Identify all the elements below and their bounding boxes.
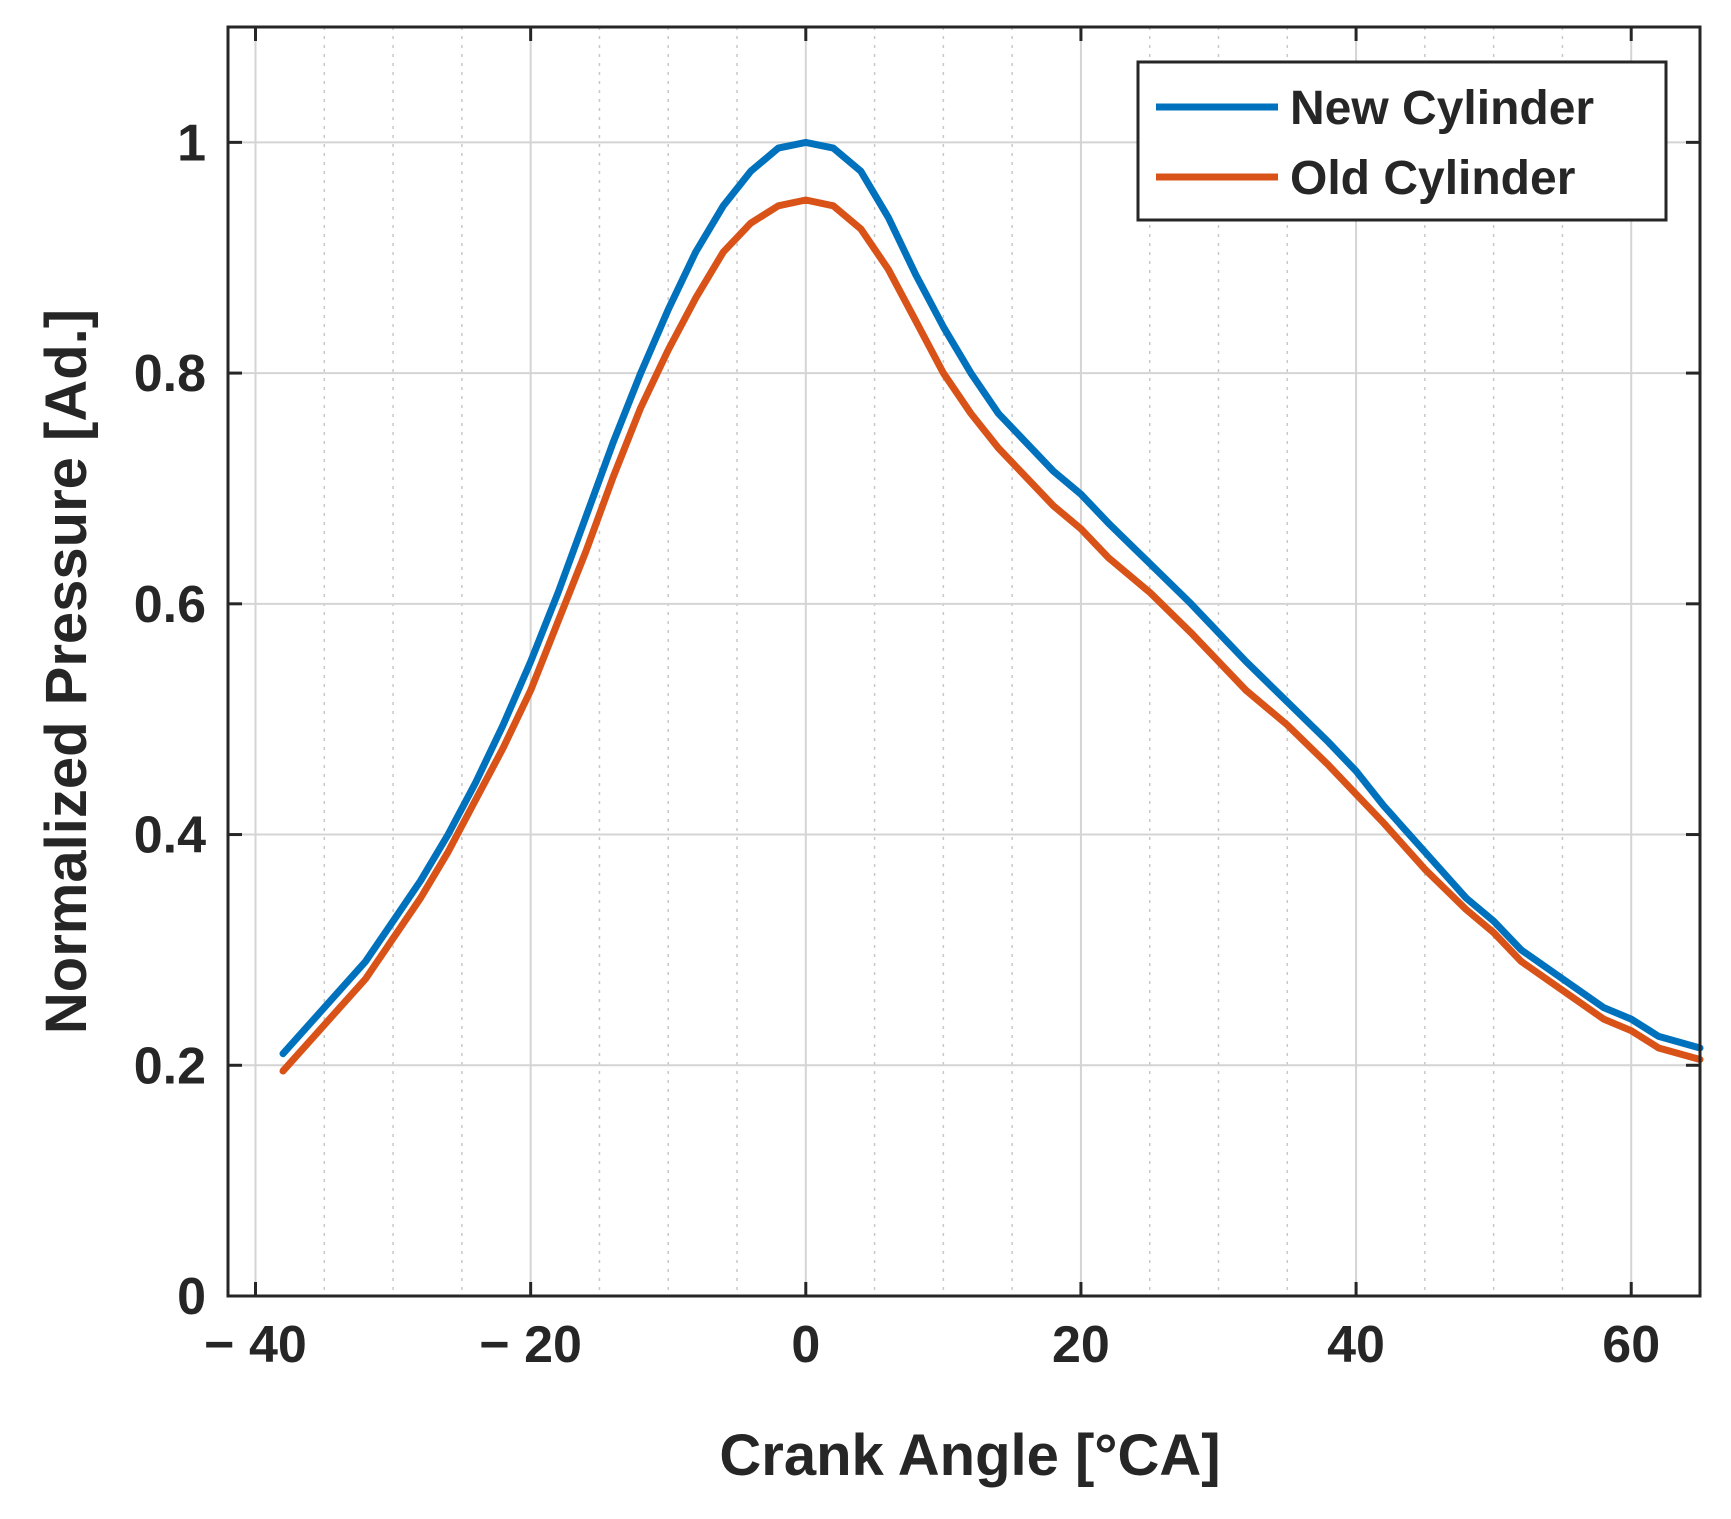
- series-line-new-cylinder: [279, 138, 1704, 1058]
- y-tick-label: 0.8: [134, 345, 206, 403]
- y-tick-label: 0: [177, 1268, 206, 1326]
- legend-box: [1136, 60, 1668, 222]
- y-axis-label: Normalized Pressure [Ad.]: [34, 309, 99, 1034]
- x-tick-label: − 40: [204, 1316, 307, 1374]
- series-line-old-cylinder: [279, 196, 1704, 1075]
- x-axis-label: Crank Angle [°CA]: [719, 1423, 1220, 1488]
- axes-box: [226, 25, 1702, 1298]
- legend: New Cylinder Old Cylinder: [1136, 60, 1668, 222]
- y-tick-label: 0.6: [134, 576, 206, 634]
- x-tick-label: − 20: [479, 1316, 582, 1374]
- x-tick-label: 40: [1327, 1316, 1385, 1374]
- legend-label: New Cylinder: [1290, 82, 1594, 135]
- legend-label: Old Cylinder: [1290, 152, 1575, 205]
- axes-frame: [226, 25, 1702, 1298]
- y-tick-label: 1: [177, 114, 206, 172]
- x-tick-label: 20: [1052, 1316, 1110, 1374]
- y-tick-label: 0.4: [134, 807, 206, 865]
- y-tick-label: 0.2: [134, 1037, 206, 1095]
- tick-labels: − 40 − 20 0 20 40 60 0 0.2 0.4 0.6 0.8 1: [134, 114, 1660, 1374]
- series-lines: [279, 138, 1704, 1075]
- x-tick-label: 60: [1602, 1316, 1660, 1374]
- x-tick-label: 0: [791, 1316, 820, 1374]
